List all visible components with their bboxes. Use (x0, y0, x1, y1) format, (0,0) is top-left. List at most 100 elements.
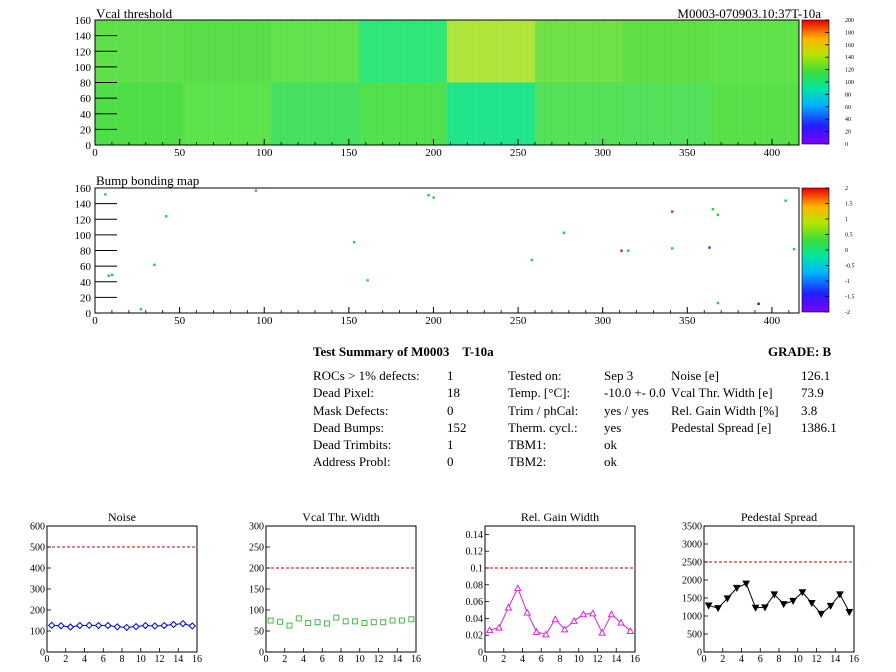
dead-bump-point (620, 249, 623, 252)
data-point (836, 591, 844, 599)
x-tick-label: 16 (192, 654, 202, 665)
data-point (779, 601, 788, 609)
y-tick-label: 0.06 (466, 597, 484, 608)
x-tick-label: 8 (120, 654, 125, 665)
z-tick-label: 160 (845, 43, 854, 49)
y-tick-label: 0 (259, 648, 264, 659)
summary-col2-label: TBM1: (508, 437, 547, 453)
chart-title: Vcal Thr. Width (302, 510, 379, 524)
data-point (845, 609, 854, 617)
data-point (542, 630, 550, 638)
x-tick-label: 14 (611, 654, 621, 665)
data-point (160, 621, 168, 630)
y-tick-label: 50 (254, 627, 264, 638)
y-tick-label: 0.14 (466, 530, 484, 541)
x-tick-label: 16 (849, 654, 859, 665)
dead-bump-point (139, 308, 143, 311)
data-point (704, 602, 713, 610)
z-tick-label: -0.5 (845, 264, 855, 270)
summary-col1-value: 1 (447, 368, 454, 383)
x-tick-label: 14 (392, 654, 402, 665)
summary-title-text: Test Summary of M0003 (313, 344, 450, 359)
chart-title: Pedestal Spread (741, 510, 817, 524)
data-point (560, 625, 569, 633)
x-tick-label: 0 (264, 654, 269, 665)
x-tick-label: 12 (812, 654, 822, 665)
x-tick-label: 8 (339, 654, 344, 665)
dead-bump-point (627, 249, 630, 252)
y-tick-label: 400 (30, 564, 45, 575)
data-point (333, 614, 340, 621)
z-tick-label: 80 (845, 92, 851, 98)
x-tick-label: 10 (574, 654, 584, 665)
data-point (714, 605, 722, 613)
dead-bump-point (104, 193, 107, 196)
data-point (723, 595, 732, 603)
y-tick-label: 300 (30, 585, 45, 596)
summary-col1-value: 0 (447, 402, 454, 418)
y-tick-label: 200 (249, 564, 264, 575)
x-tick-label: 50 (174, 147, 186, 159)
y-tick-label: 0.12 (466, 547, 484, 558)
x-tick-label: 100 (256, 147, 273, 159)
series-line (489, 586, 631, 635)
data-point (732, 584, 741, 592)
data-point (742, 580, 751, 588)
vcal-map-module-label: M0003-070903.10:37T-10a (677, 6, 821, 21)
y-tick-label: 3500 (682, 522, 702, 533)
vcal-map-axes: 0 50 100 150 200 250 300 350 4000204060801001201… (75, 15, 790, 159)
y-tick-label: 0 (40, 648, 45, 659)
summary-col2-value: Sep 3 (604, 368, 634, 383)
x-tick-label: 6 (539, 654, 544, 665)
x-tick-label: 6 (758, 654, 763, 665)
x-tick-label: 16 (411, 654, 421, 665)
x-tick-label: 250 (510, 315, 527, 327)
data-point (551, 615, 560, 623)
y-tick-label: 80 (80, 78, 92, 90)
summary-col1-value: 18 (447, 385, 460, 401)
dead-bump-point (427, 194, 430, 197)
dead-bump-point (107, 274, 110, 277)
chart-frame (46, 525, 198, 653)
z-tick-label: 0.5 (845, 233, 853, 239)
data-point (485, 626, 494, 634)
data-point (807, 600, 816, 608)
y-tick-label: 100 (249, 606, 264, 617)
data-point (607, 610, 616, 618)
z-tick-label: -1 (845, 279, 850, 285)
dead-bump-point (432, 196, 435, 199)
z-tick-label: 200 (845, 18, 854, 24)
x-tick-label: 8 (558, 654, 563, 665)
y-tick-label: 250 (249, 543, 264, 554)
summary-col1-values: 1 18 0 152 1 0 (447, 367, 467, 471)
summary-col2-value: ok (604, 454, 617, 470)
z-tick-label: 0 (845, 142, 848, 148)
summary-title: Test Summary of M0003 T-10a (313, 344, 494, 360)
summary-col3-values: 126.1 73.9 3.8 1386.1 (801, 367, 837, 436)
x-tick-label: 10 (355, 654, 365, 665)
y-tick-label: 40 (80, 109, 92, 121)
y-tick-label: 2500 (682, 558, 702, 569)
dead-bump-point (671, 247, 674, 250)
y-tick-label: 80 (80, 246, 92, 258)
x-tick-label: 350 (679, 315, 696, 327)
data-point (179, 619, 187, 628)
dead-bump-point (562, 231, 566, 234)
data-point (617, 618, 625, 626)
vcal-map-title: Vcal threshold (96, 6, 173, 21)
data-point (761, 604, 769, 612)
data-point (286, 622, 293, 629)
y-tick-label: 120 (75, 46, 92, 58)
data-point (370, 619, 377, 626)
data-point (504, 603, 513, 611)
dead-bump-point (716, 301, 720, 305)
x-tick-label: 50 (174, 315, 186, 327)
data-point (523, 608, 532, 616)
z-tick-label: -1.5 (845, 295, 855, 301)
y-tick-label: 300 (249, 522, 264, 533)
x-tick-label: 150 (341, 315, 358, 327)
x-tick-label: 2 (63, 654, 68, 665)
series-line (708, 582, 850, 615)
summary-col2-label: TBM2: (508, 454, 547, 470)
summary-col3-label: Noise [e] (671, 368, 720, 383)
